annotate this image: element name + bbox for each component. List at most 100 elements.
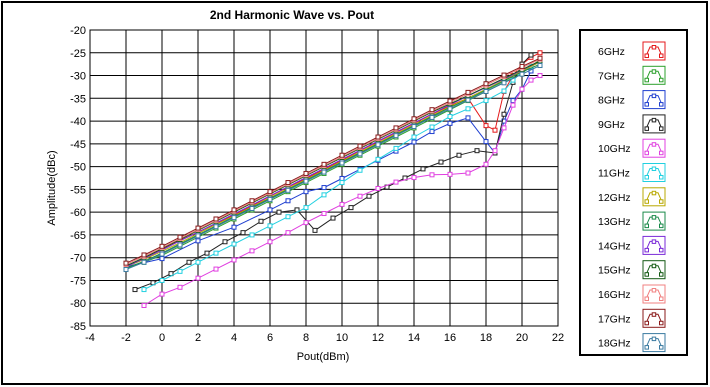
data-point — [159, 256, 165, 262]
legend-marker — [644, 77, 649, 83]
legend-label: 12GHz — [598, 192, 631, 204]
data-point — [447, 114, 453, 120]
legend-marker — [644, 126, 649, 131]
data-point — [195, 238, 201, 244]
legend-marker — [659, 126, 664, 131]
legend-marker — [659, 175, 664, 180]
data-point — [375, 134, 381, 140]
x-tick-label: 2 — [195, 332, 201, 344]
data-point — [177, 242, 183, 248]
x-tick-label: 8 — [303, 332, 309, 344]
data-point — [528, 77, 534, 83]
legend-marker — [651, 239, 657, 244]
data-point — [321, 185, 327, 191]
legend-label: 7GHz — [598, 70, 625, 82]
legend-marker — [651, 312, 657, 317]
data-point — [375, 185, 381, 191]
data-point — [447, 106, 453, 112]
y-tick-label: -20 — [70, 25, 86, 37]
data-point — [375, 142, 381, 148]
data-point — [249, 198, 255, 204]
data-point — [159, 277, 165, 283]
x-tick-label: 4 — [231, 332, 237, 344]
data-point — [240, 230, 246, 236]
legend-marker — [644, 150, 649, 156]
legend-item: 11GHz — [598, 163, 666, 182]
data-point — [213, 216, 219, 222]
y-axis-label: Amplitude(dBc) — [46, 150, 58, 225]
data-point — [429, 114, 435, 120]
legend-item: 14GHz — [598, 235, 666, 255]
legend-marker — [644, 175, 649, 180]
data-point — [465, 97, 471, 103]
data-point — [249, 248, 255, 254]
legend-box — [579, 29, 688, 356]
data-point — [411, 124, 417, 130]
x-tick-label: 6 — [267, 332, 273, 344]
data-point — [195, 259, 201, 265]
data-point — [285, 187, 291, 193]
legend-marker — [659, 53, 664, 58]
series-11GHz — [141, 59, 543, 293]
data-point — [501, 125, 507, 131]
data-point — [483, 123, 489, 129]
data-point — [213, 224, 219, 230]
data-point — [186, 259, 192, 265]
legend-label: 15GHz — [598, 265, 631, 277]
data-point — [303, 170, 309, 176]
legend-marker — [659, 199, 664, 204]
data-point — [348, 205, 354, 211]
data-point — [411, 134, 417, 140]
legend-marker — [651, 117, 657, 123]
legend-marker — [651, 263, 657, 269]
data-point — [213, 266, 219, 272]
data-point — [393, 133, 399, 139]
legend-item: 9GHz — [598, 114, 666, 134]
data-point — [249, 232, 255, 238]
data-point — [177, 284, 183, 290]
y-tick-label: -35 — [70, 93, 86, 105]
data-point — [537, 73, 543, 79]
series-18GHz — [123, 63, 543, 273]
data-point — [501, 80, 507, 86]
legend-marker — [651, 93, 657, 99]
data-point — [429, 124, 435, 130]
legend-marker — [644, 102, 649, 107]
data-point — [447, 98, 453, 104]
data-point — [312, 227, 318, 233]
data-point — [492, 148, 498, 154]
legend-marker — [659, 247, 664, 253]
x-tick-label: 10 — [336, 332, 348, 344]
legend-label: 6GHz — [598, 46, 625, 58]
data-point — [195, 225, 201, 231]
legend-item: 15GHz — [598, 260, 666, 280]
data-point — [330, 215, 336, 221]
data-point — [393, 125, 399, 131]
data-point — [213, 250, 219, 256]
data-point — [420, 166, 426, 172]
legend-item: 16GHz — [598, 284, 666, 304]
plot-border — [89, 29, 559, 327]
y-tick-label: -70 — [70, 253, 86, 265]
data-point — [339, 175, 345, 181]
chart-svg: 2nd Harmonic Wave vs. Pout -4 -2 0 2 4 6 8 10 12… — [46, 8, 688, 363]
data-point — [123, 267, 129, 273]
series-17GHz — [123, 55, 543, 266]
tick-labels: -4 -2 0 2 4 6 8 10 12 14 16 18 20 22-20-25-30-35-40-4… — [70, 25, 564, 344]
data-point — [339, 180, 345, 186]
y-tick-label: -30 — [70, 71, 86, 83]
legend-marker — [659, 345, 664, 350]
data-point — [501, 88, 507, 94]
data-point — [339, 152, 345, 158]
data-point — [492, 127, 498, 133]
data-point — [267, 239, 273, 245]
data-point — [231, 241, 237, 247]
data-point — [141, 252, 147, 258]
legend-marker — [644, 247, 649, 253]
data-point — [231, 257, 237, 263]
data-point — [447, 171, 453, 177]
series-line — [143, 75, 541, 306]
legend-label: 11GHz — [598, 168, 630, 180]
legend-label: 18GHz — [598, 338, 631, 350]
